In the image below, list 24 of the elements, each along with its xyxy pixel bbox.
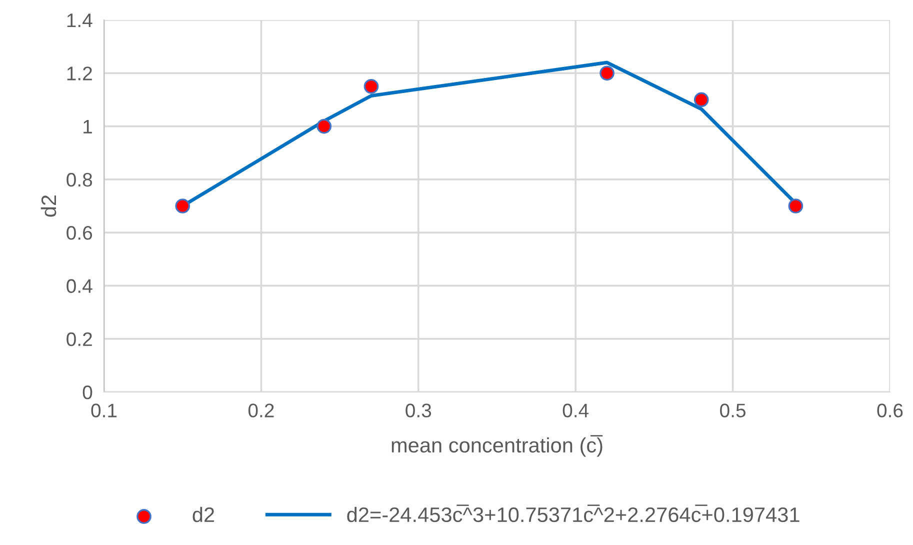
x-tick-label: 0.3 <box>406 404 432 418</box>
point <box>694 92 709 108</box>
y-tick-label: 0.6 <box>66 226 92 240</box>
point <box>600 66 614 81</box>
y-tick-label: 1.4 <box>67 14 92 28</box>
x-tick-label: 0.4 <box>562 404 589 418</box>
x-tick-label: 0.2 <box>248 404 274 418</box>
point <box>316 118 332 134</box>
x-axis-title: mean concentration (c̅) <box>392 435 603 457</box>
y-tick-label: 0.8 <box>66 172 92 187</box>
y-tick-label: 0.4 <box>66 279 92 293</box>
point <box>788 198 804 214</box>
y-tick-label: 0.2 <box>66 332 92 346</box>
x-tick-label: 0.6 <box>877 404 903 418</box>
legend-label: d2=-24.453c̅^3+10.75371c̅^2+2.2764c̅+0.197431 <box>347 504 800 522</box>
x-tick-label: 0.1 <box>91 404 117 418</box>
x-tick-label: 0.5 <box>720 404 746 418</box>
y-tick-label: 1.2 <box>67 66 92 80</box>
y-axis-title: d2 <box>40 195 56 217</box>
point <box>175 198 190 214</box>
legend-label: d2 <box>192 506 214 522</box>
y-tick-label: 0 <box>82 385 92 400</box>
y-tick-label: 1 <box>84 120 92 134</box>
point <box>364 79 379 94</box>
